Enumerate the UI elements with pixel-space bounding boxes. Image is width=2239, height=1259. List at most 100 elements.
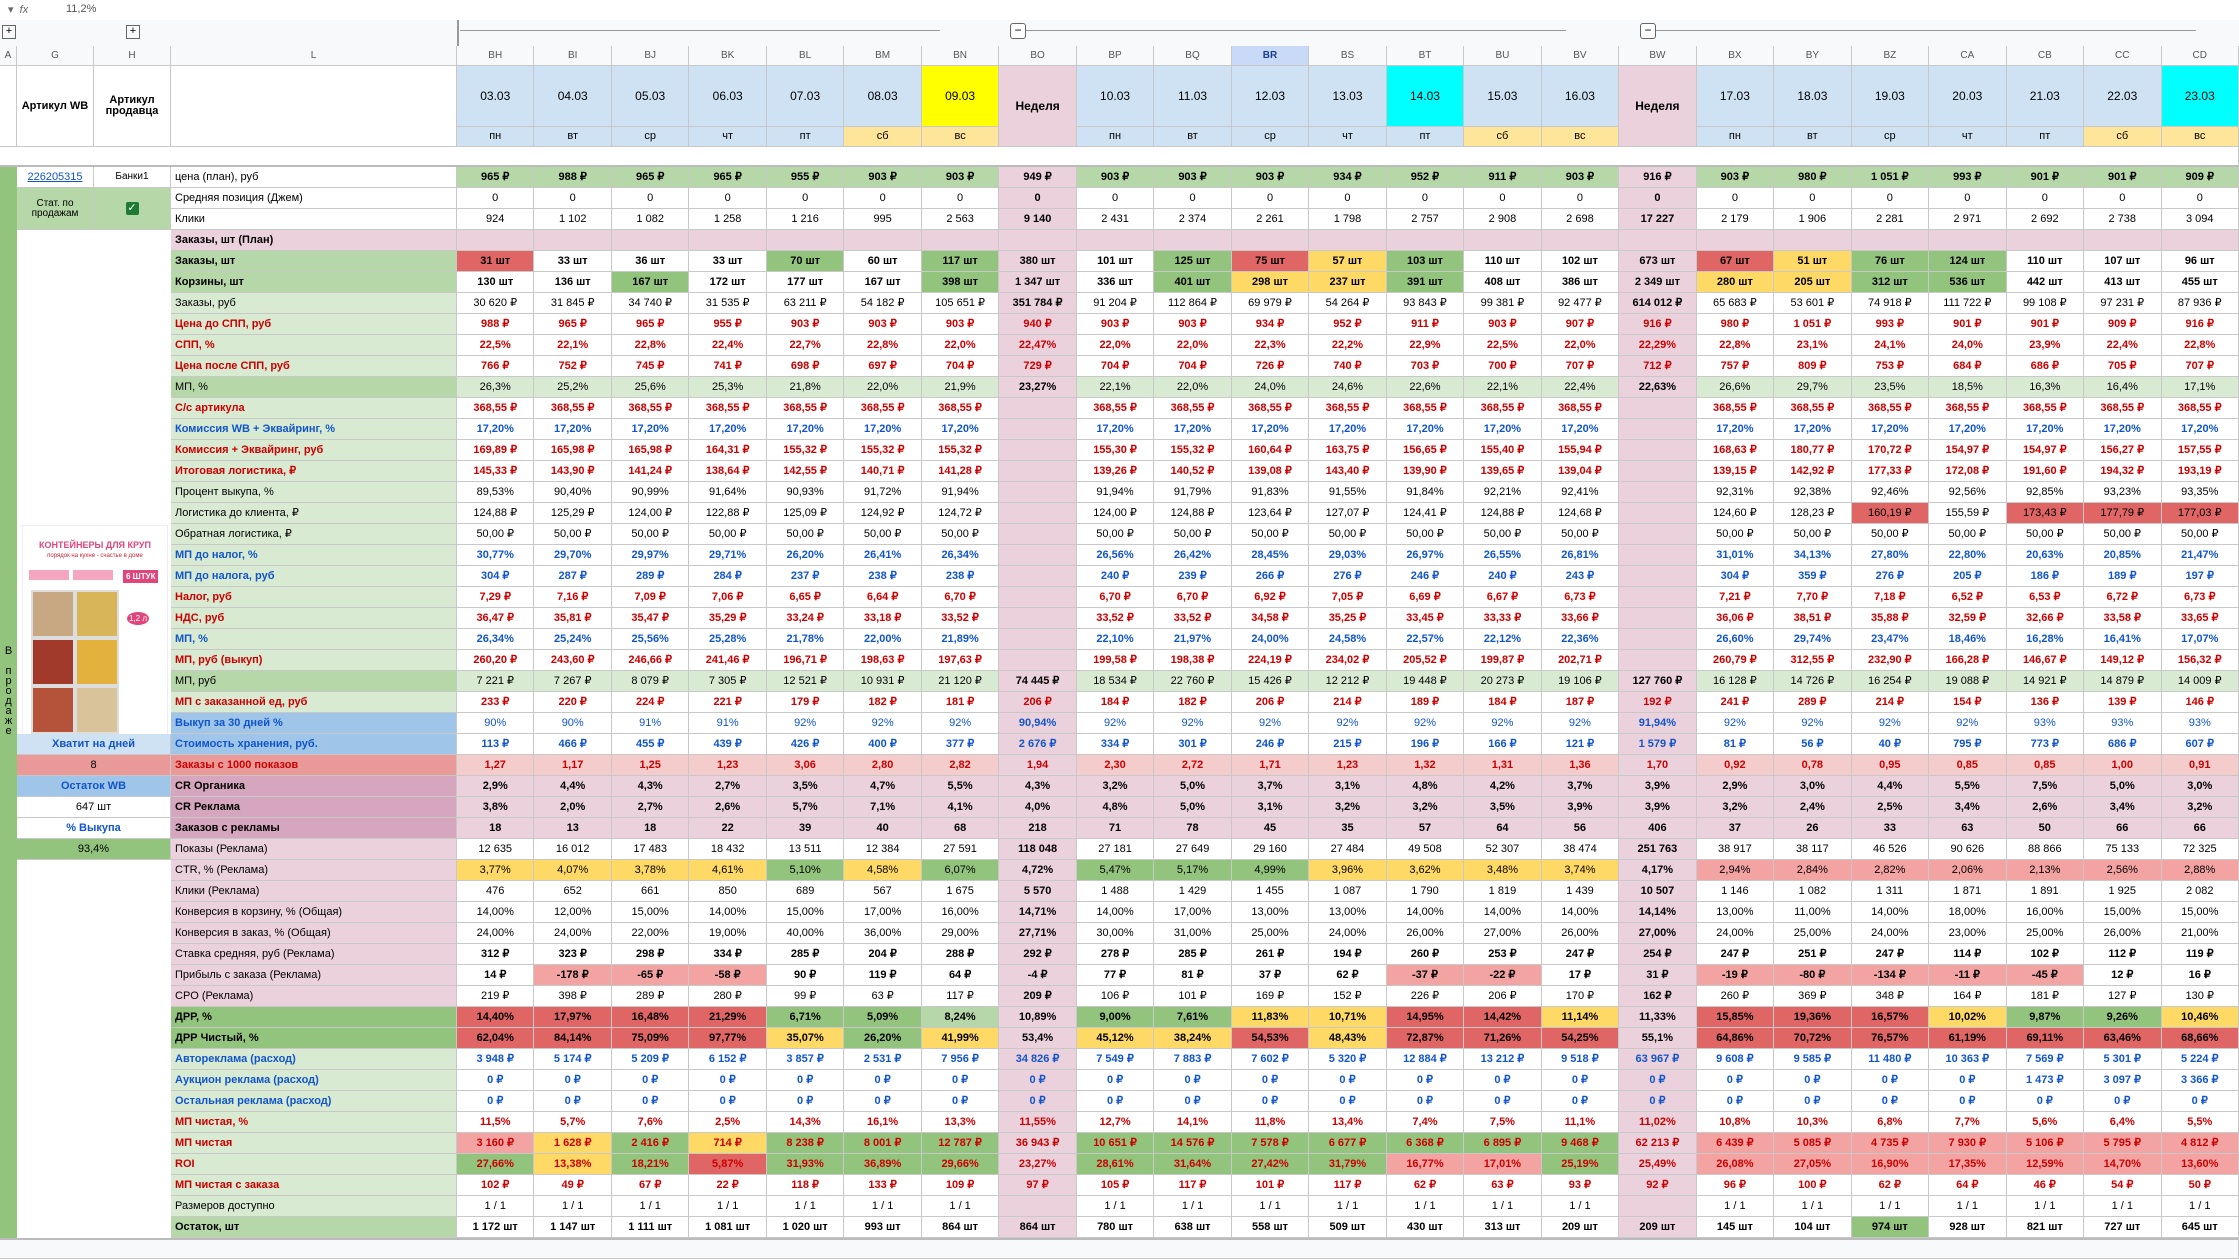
- row-label: CTR, % (Реклама): [171, 860, 457, 881]
- row-label: Остаток, шт: [171, 1217, 457, 1238]
- cell: 5,47%: [1076, 860, 1155, 881]
- cell: 29,7%: [1774, 377, 1852, 398]
- cell: 368,55 ₽: [844, 398, 922, 419]
- cell: 50,00 ₽: [1541, 524, 1620, 545]
- cell: 92%: [1386, 713, 1465, 734]
- week-cell: 92 ₽: [1619, 1175, 1697, 1196]
- cell: [766, 230, 845, 251]
- cell: 323 ₽: [534, 944, 612, 965]
- week-cell: 0: [999, 188, 1077, 209]
- cell: 2,6%: [2006, 797, 2085, 818]
- cell: 3,0%: [1774, 776, 1852, 797]
- week-cell: 3,9%: [1619, 776, 1697, 797]
- cell: 0: [766, 188, 845, 209]
- cell: 92,41%: [1541, 482, 1620, 503]
- cell: 0 ₽: [1541, 1091, 1620, 1112]
- cell: 312,55 ₽: [1774, 650, 1852, 671]
- row-label: Цена до СПП, руб: [171, 314, 457, 335]
- cell: 26,3%: [457, 377, 535, 398]
- cell: 24,0%: [1929, 335, 2007, 356]
- cell: 426 ₽: [766, 734, 845, 755]
- cell: 0 ₽: [611, 1091, 690, 1112]
- cell: 14,1%: [1154, 1112, 1232, 1133]
- checkbox[interactable]: ✓: [125, 202, 139, 215]
- cell: 2,5%: [1851, 797, 1930, 818]
- cell: 766 ₽: [457, 356, 535, 377]
- cell: 19,00%: [689, 923, 767, 944]
- cell: 30 620 ₽: [457, 293, 535, 314]
- cell: 0 ₽: [1154, 1070, 1232, 1091]
- cell: 911 ₽: [1386, 314, 1465, 335]
- cell: 67 ₽: [611, 1175, 690, 1196]
- cell: 368,55 ₽: [1386, 398, 1465, 419]
- cell: 14,3%: [766, 1112, 845, 1133]
- expand-button[interactable]: +: [2, 25, 16, 39]
- column-letter: A: [0, 46, 17, 66]
- cell: 4 735 ₽: [1851, 1133, 1930, 1154]
- cell: 0 ₽: [2161, 1091, 2239, 1112]
- cell: 439 ₽: [689, 734, 767, 755]
- cell: 25,6%: [611, 377, 690, 398]
- cell: 2 531 ₽: [844, 1049, 922, 1070]
- week-cell: 0 ₽: [1619, 1070, 1697, 1091]
- cell: 6,71%: [766, 1007, 845, 1028]
- expand-button[interactable]: +: [126, 25, 140, 39]
- week-cell: [999, 629, 1077, 650]
- date-header: 15.03: [1464, 66, 1542, 127]
- collapse-button[interactable]: −: [1640, 23, 1656, 39]
- cell: 0: [2006, 188, 2085, 209]
- cell: 25,3%: [689, 377, 767, 398]
- cell: 22,1%: [534, 335, 612, 356]
- cell: 31 535 ₽: [689, 293, 767, 314]
- cell: 24,00%: [534, 923, 612, 944]
- cell: 0 ₽: [844, 1091, 922, 1112]
- cell: 123,64 ₽: [1231, 503, 1310, 524]
- cell: 965 ₽: [611, 314, 690, 335]
- cell: 924: [457, 209, 535, 230]
- weekday-header: пн: [457, 127, 535, 147]
- cell: 139,08 ₽: [1231, 461, 1310, 482]
- cell: 93 ₽: [1541, 1175, 1620, 1196]
- article-link[interactable]: 226205315: [17, 167, 94, 188]
- cell: 348 ₽: [1851, 986, 1930, 1007]
- cell: 27,05%: [1774, 1154, 1852, 1175]
- cell: 0 ₽: [1309, 1091, 1387, 1112]
- days-value: 8: [17, 755, 171, 776]
- cell: 81 ₽: [1696, 734, 1775, 755]
- row-label: Заказов с рекламы: [171, 818, 457, 839]
- cell: 29,70%: [534, 545, 612, 566]
- cell: 15 426 ₽: [1231, 671, 1310, 692]
- cell: 92%: [1851, 713, 1930, 734]
- row-label: МП чистая: [171, 1133, 457, 1154]
- cell: 0: [457, 188, 535, 209]
- cell: 198,63 ₽: [844, 650, 922, 671]
- row-label: Клики (Реклама): [171, 881, 457, 902]
- cell: 1 / 1: [844, 1196, 922, 1217]
- cell: 14,00%: [1464, 902, 1542, 923]
- date-header: 20.03: [1929, 66, 2007, 127]
- cell: 266 ₽: [1231, 566, 1310, 587]
- collapse-button[interactable]: −: [1010, 23, 1026, 39]
- cell: 22,12%: [1464, 629, 1542, 650]
- cell: 2,13%: [2006, 860, 2085, 881]
- cell: 0 ₽: [1696, 1070, 1775, 1091]
- cell: 66: [2084, 818, 2162, 839]
- cell: 139,15 ₽: [1696, 461, 1775, 482]
- cell: 166 ₽: [1464, 734, 1542, 755]
- cell: 1 819: [1464, 881, 1542, 902]
- cell: 6,73 ₽: [1541, 587, 1620, 608]
- cell: 122,88 ₽: [689, 503, 767, 524]
- cell: 40 ₽: [1851, 734, 1930, 755]
- cell: 965 ₽: [457, 167, 535, 188]
- cell: 726 ₽: [1231, 356, 1310, 377]
- cell: 901 ₽: [1929, 314, 2007, 335]
- cell: 368,55 ₽: [1696, 398, 1775, 419]
- cell: 31,93%: [766, 1154, 845, 1175]
- cell: 1,36: [1541, 755, 1620, 776]
- cell: 17,20%: [2084, 419, 2162, 440]
- container-icon: [31, 686, 75, 734]
- cell: 90,99%: [611, 482, 690, 503]
- week-cell: 1,70: [1619, 755, 1697, 776]
- cell: [611, 230, 690, 251]
- cell: 194,32 ₽: [2084, 461, 2162, 482]
